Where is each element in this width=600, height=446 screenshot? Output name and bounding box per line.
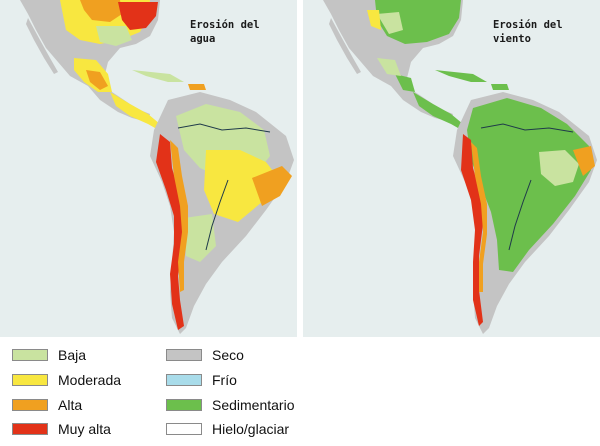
andes-muy-alta (461, 134, 483, 326)
legend-item-muy-alta: Muy alta (12, 421, 111, 437)
legend-item-frio: Frío (166, 372, 237, 388)
water-erosion-map: Erosión del agua (0, 0, 297, 337)
wind-erosion-map-graphic (323, 0, 597, 334)
andes-alta (471, 142, 487, 292)
us-baja-area (96, 26, 132, 46)
legend-swatch (166, 399, 202, 411)
mexico-low-area (377, 58, 401, 76)
us-alta-area (80, 0, 122, 22)
us-low-area (377, 12, 403, 34)
legend-item-seco: Seco (166, 347, 244, 363)
legend-swatch (12, 399, 48, 411)
legend-label: Baja (58, 347, 87, 363)
brazil-alta-area (252, 166, 292, 206)
argentina-low-area (184, 214, 216, 262)
water-erosion-map-title: Erosión del agua (190, 19, 260, 45)
legend-swatch (166, 423, 202, 435)
water-erosion-map-graphic (20, 0, 294, 334)
hispaniola-island (491, 84, 509, 90)
us-sedimentary-area (375, 0, 461, 44)
legend-label: Frío (212, 372, 237, 388)
brazil-moderate-area (204, 150, 280, 222)
baja-peninsula (329, 18, 361, 74)
legend-swatch (166, 374, 202, 386)
andes-muy-alta (156, 134, 184, 330)
hispaniola-island (188, 84, 206, 90)
legend-swatch (12, 349, 48, 361)
central-america-land (413, 92, 471, 132)
legend-item-alta: Alta (12, 397, 82, 413)
legend-label: Alta (58, 397, 83, 413)
us-moderate-area (367, 10, 381, 30)
cuba-island (435, 70, 487, 82)
baja-peninsula (26, 18, 58, 74)
mexico-alta-area (86, 70, 108, 90)
brazil-low-area (539, 150, 579, 186)
andes-alta (170, 140, 188, 292)
legend-label: Seco (212, 347, 244, 363)
legend-label: Moderada (58, 372, 122, 388)
legend-label: Hielo/glaciar (212, 421, 290, 437)
legend-swatch (12, 374, 48, 386)
legend-item-moderada: Moderada (12, 372, 121, 388)
legend-item-hielo-glaciar: Hielo/glaciar (166, 421, 289, 437)
us-muy-alta-area (118, 2, 158, 30)
wind-erosion-map-title: Erosión del viento (493, 19, 563, 45)
parana-river (508, 179, 532, 251)
legend-swatch (166, 349, 202, 361)
wind-erosion-map: Erosión del viento (303, 0, 600, 337)
legend-swatch (12, 423, 48, 435)
central-america-land (110, 92, 168, 132)
legend-item-sedimentario: Sedimentario (166, 397, 295, 413)
amazon-river (177, 123, 271, 133)
legend-item-baja: Baja (12, 347, 86, 363)
cuba-island (132, 70, 184, 82)
amazon-river (480, 123, 574, 133)
legend-label: Muy alta (58, 421, 111, 437)
legend-label: Sedimentario (212, 397, 295, 413)
parana-river (205, 179, 229, 251)
mexico-sedimentary-area (395, 74, 415, 92)
brazil-coast-alta (573, 146, 595, 176)
map-legend: Baja Moderada Alta Muy alta Seco Frío Se… (0, 337, 600, 446)
